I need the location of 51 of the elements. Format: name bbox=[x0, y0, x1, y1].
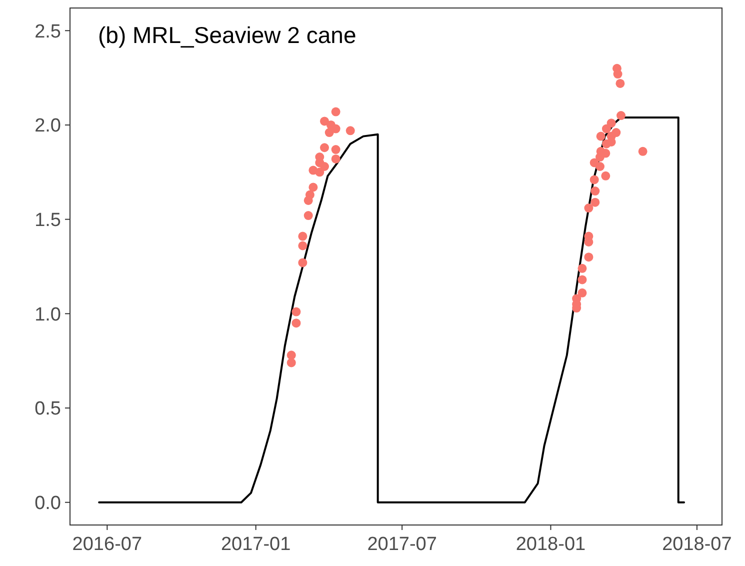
point bbox=[578, 288, 587, 298]
point bbox=[320, 162, 329, 171]
point bbox=[590, 198, 600, 207]
point bbox=[292, 318, 301, 328]
point bbox=[346, 126, 355, 136]
y-tick-label: 0.5 bbox=[34, 398, 61, 420]
point bbox=[578, 275, 587, 284]
point bbox=[584, 252, 594, 262]
point bbox=[304, 196, 313, 205]
point bbox=[331, 107, 340, 116]
point bbox=[286, 350, 296, 360]
point bbox=[602, 124, 611, 134]
point bbox=[606, 118, 616, 128]
y-tick-label: 2.0 bbox=[34, 116, 61, 137]
point bbox=[315, 168, 324, 177]
point bbox=[331, 145, 340, 154]
point bbox=[298, 241, 308, 250]
point bbox=[331, 124, 340, 134]
point bbox=[590, 186, 600, 196]
text: (b) MRL_Seaview 2 cane bbox=[98, 22, 356, 48]
x-tick-label: 2018-07 bbox=[662, 534, 732, 555]
point bbox=[324, 128, 334, 138]
point bbox=[601, 171, 610, 180]
x-tick-label: 2016-07 bbox=[72, 534, 142, 555]
x-tick-label: 2017-01 bbox=[220, 534, 291, 555]
point bbox=[638, 146, 648, 156]
y-tick-label: 0.0 bbox=[34, 493, 61, 514]
point bbox=[298, 258, 308, 268]
point bbox=[596, 162, 605, 171]
point bbox=[320, 116, 329, 126]
point bbox=[578, 264, 587, 273]
x-tick-label: 2018-01 bbox=[516, 534, 586, 555]
y-tick-label: 2.5 bbox=[34, 21, 61, 42]
point bbox=[304, 211, 313, 220]
point bbox=[286, 358, 296, 368]
point bbox=[602, 139, 611, 148]
point bbox=[596, 152, 605, 162]
y-tick-label: 1.5 bbox=[34, 210, 61, 231]
point bbox=[616, 111, 626, 120]
point bbox=[331, 154, 340, 164]
y-tick-label: 1.0 bbox=[34, 304, 61, 326]
point bbox=[613, 70, 622, 79]
x-tick-label: 2017-07 bbox=[367, 534, 437, 555]
point bbox=[584, 204, 594, 213]
point bbox=[590, 175, 599, 184]
point bbox=[292, 307, 301, 316]
point bbox=[298, 232, 308, 241]
point bbox=[596, 132, 606, 141]
point bbox=[616, 78, 625, 88]
point bbox=[308, 182, 318, 192]
point bbox=[320, 143, 329, 152]
